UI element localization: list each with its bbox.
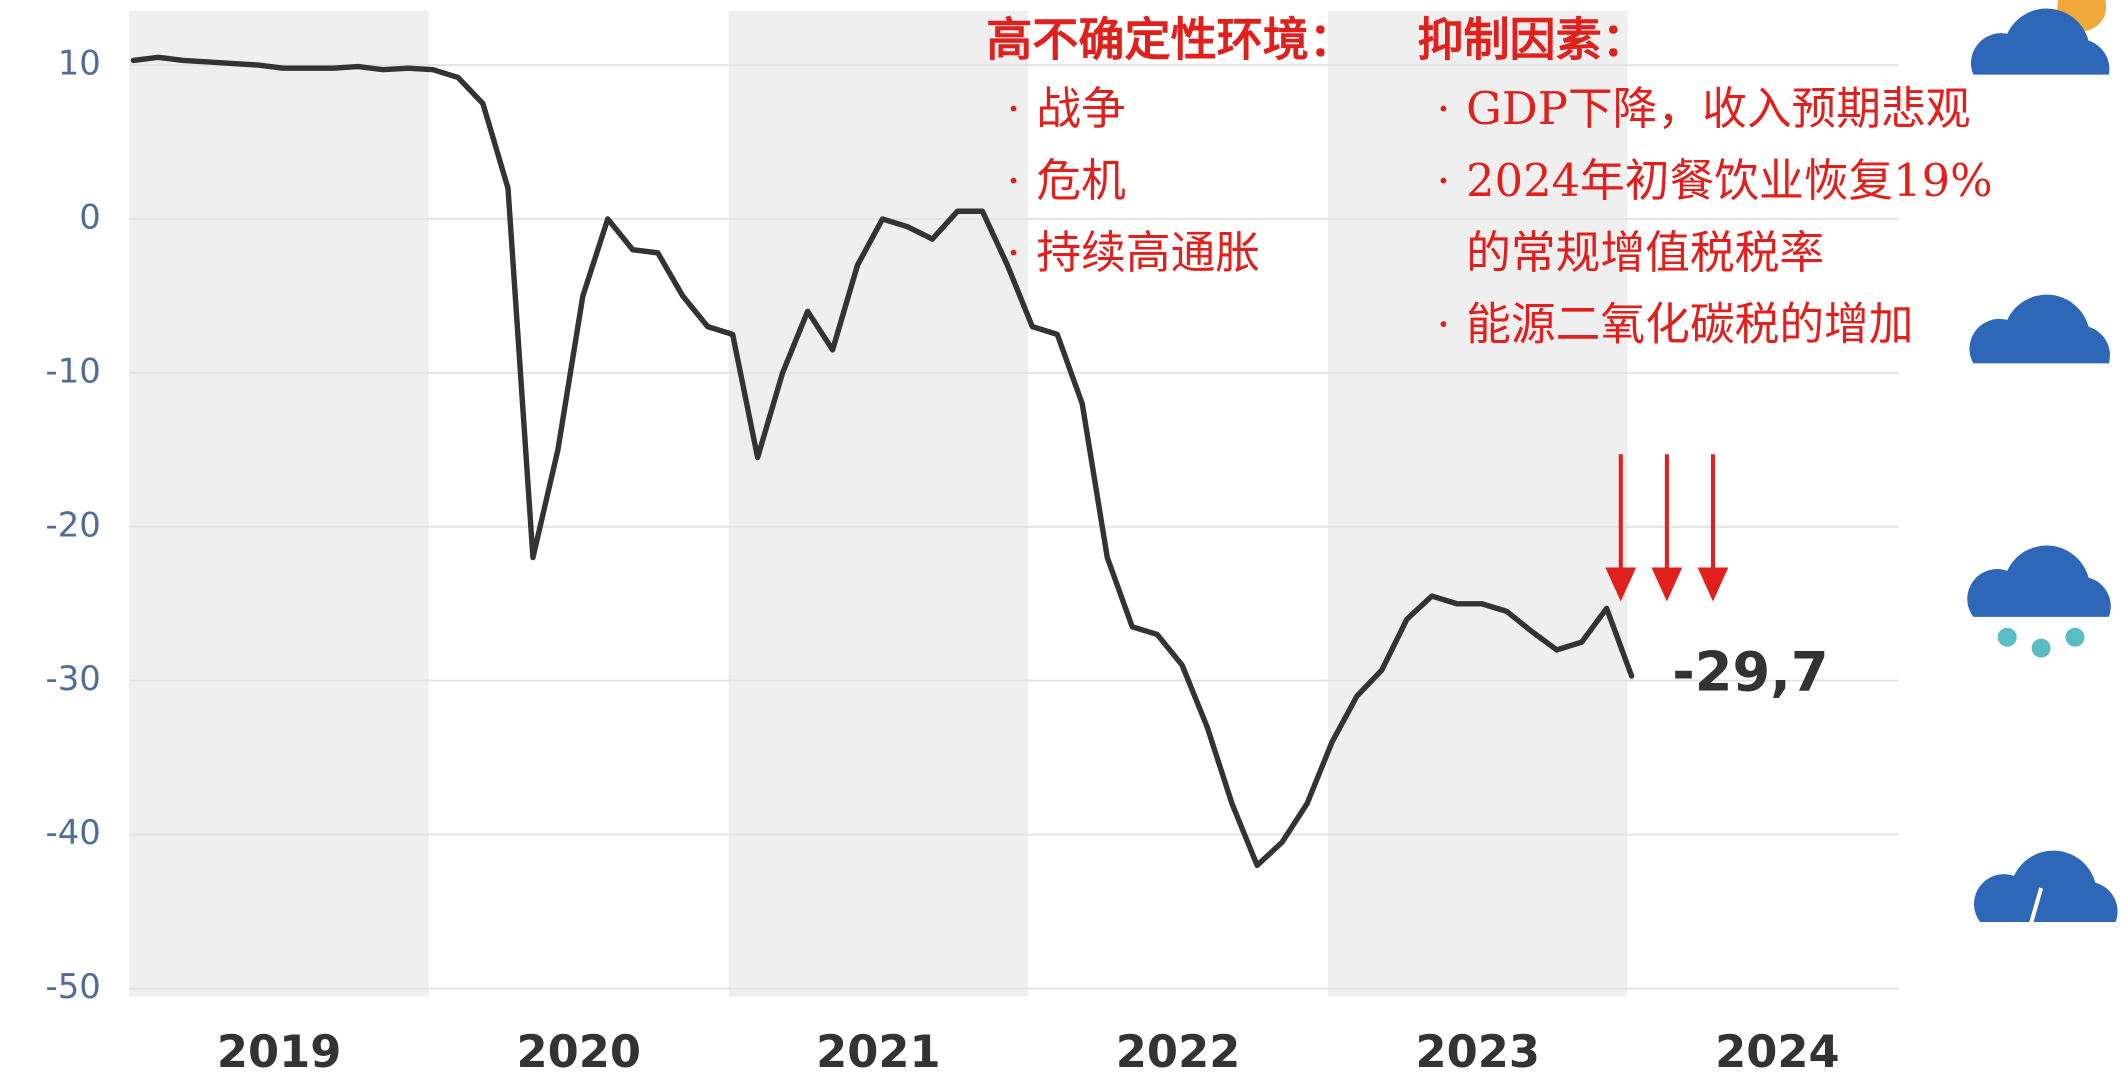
x-tick-label: 2020: [517, 1025, 642, 1078]
y-tick-label: -30: [45, 659, 100, 698]
y-tick-label: -50: [45, 967, 100, 1006]
annotation-item: 战争: [1036, 82, 1125, 135]
weather-icons: [1967, 0, 2118, 970]
cloud: [1974, 850, 2118, 923]
year-band: [129, 10, 429, 997]
bullet: ·: [1436, 154, 1450, 207]
plot: 2019 2020 2021 2022 2023 2024 10 0 -10 -20 -30 -40 -…: [45, 44, 1839, 1078]
annotation-item: 持续高通胀: [1036, 226, 1260, 279]
annotation-item: GDP下降，收入预期悲观: [1466, 82, 1970, 135]
x-tick-label: 2019: [217, 1025, 342, 1078]
y-tick-label: -20: [45, 505, 100, 544]
arrow-head: [1697, 567, 1729, 602]
annotations: 高不确定性环境： · 战争 · 危机 · 持续高通胀 抑制因素： · GDP下降，收入预期悲观 · 2…: [986, 12, 1992, 350]
annotation-heading: 抑制因素：: [1417, 12, 1647, 66]
annotation-item: 的常规增值税税率: [1466, 226, 1824, 279]
rain: [1997, 627, 2085, 658]
annotation-item: 2024年初餐饮业恢复19%: [1466, 154, 1992, 207]
year-bands: [129, 10, 1899, 997]
x-tick-label: 2021: [816, 1025, 941, 1078]
data-label: -29,7: [1672, 641, 1828, 704]
year-band: [1028, 10, 1328, 997]
annotation-heading: 高不确定性环境：: [986, 12, 1355, 66]
annotation-item: 能源二氧化碳税的增加: [1466, 298, 1913, 351]
bullet: ·: [1007, 82, 1021, 135]
year-band: [1327, 10, 1628, 997]
arrow-head: [1651, 567, 1683, 602]
bullet: ·: [1007, 154, 1021, 207]
bullet: ·: [1436, 82, 1450, 135]
y-tick-label: 10: [58, 44, 101, 83]
annotation-item: 危机: [1036, 154, 1125, 207]
cloud: [1967, 545, 2111, 617]
y-tick-label: -10: [45, 351, 100, 390]
x-tick-label: 2022: [1116, 1025, 1241, 1078]
year-band: [428, 10, 729, 997]
lightning: [2024, 887, 2053, 970]
cloud: [1969, 294, 2110, 364]
grid: [129, 64, 1899, 990]
x-tick-label: 2023: [1415, 1025, 1540, 1078]
arrows: [1605, 454, 1729, 602]
y-tick-label: 0: [79, 197, 101, 236]
bullet: ·: [1007, 226, 1021, 279]
x-tick-label: 2024: [1715, 1025, 1840, 1078]
y-tick-label: -40: [45, 813, 100, 852]
line: [130, 54, 1635, 869]
cloud: [1970, 8, 2110, 75]
year-band: [1627, 10, 1899, 997]
year-band: [728, 10, 1029, 997]
bullet: ·: [1436, 298, 1450, 351]
arrow-head: [1605, 567, 1637, 602]
